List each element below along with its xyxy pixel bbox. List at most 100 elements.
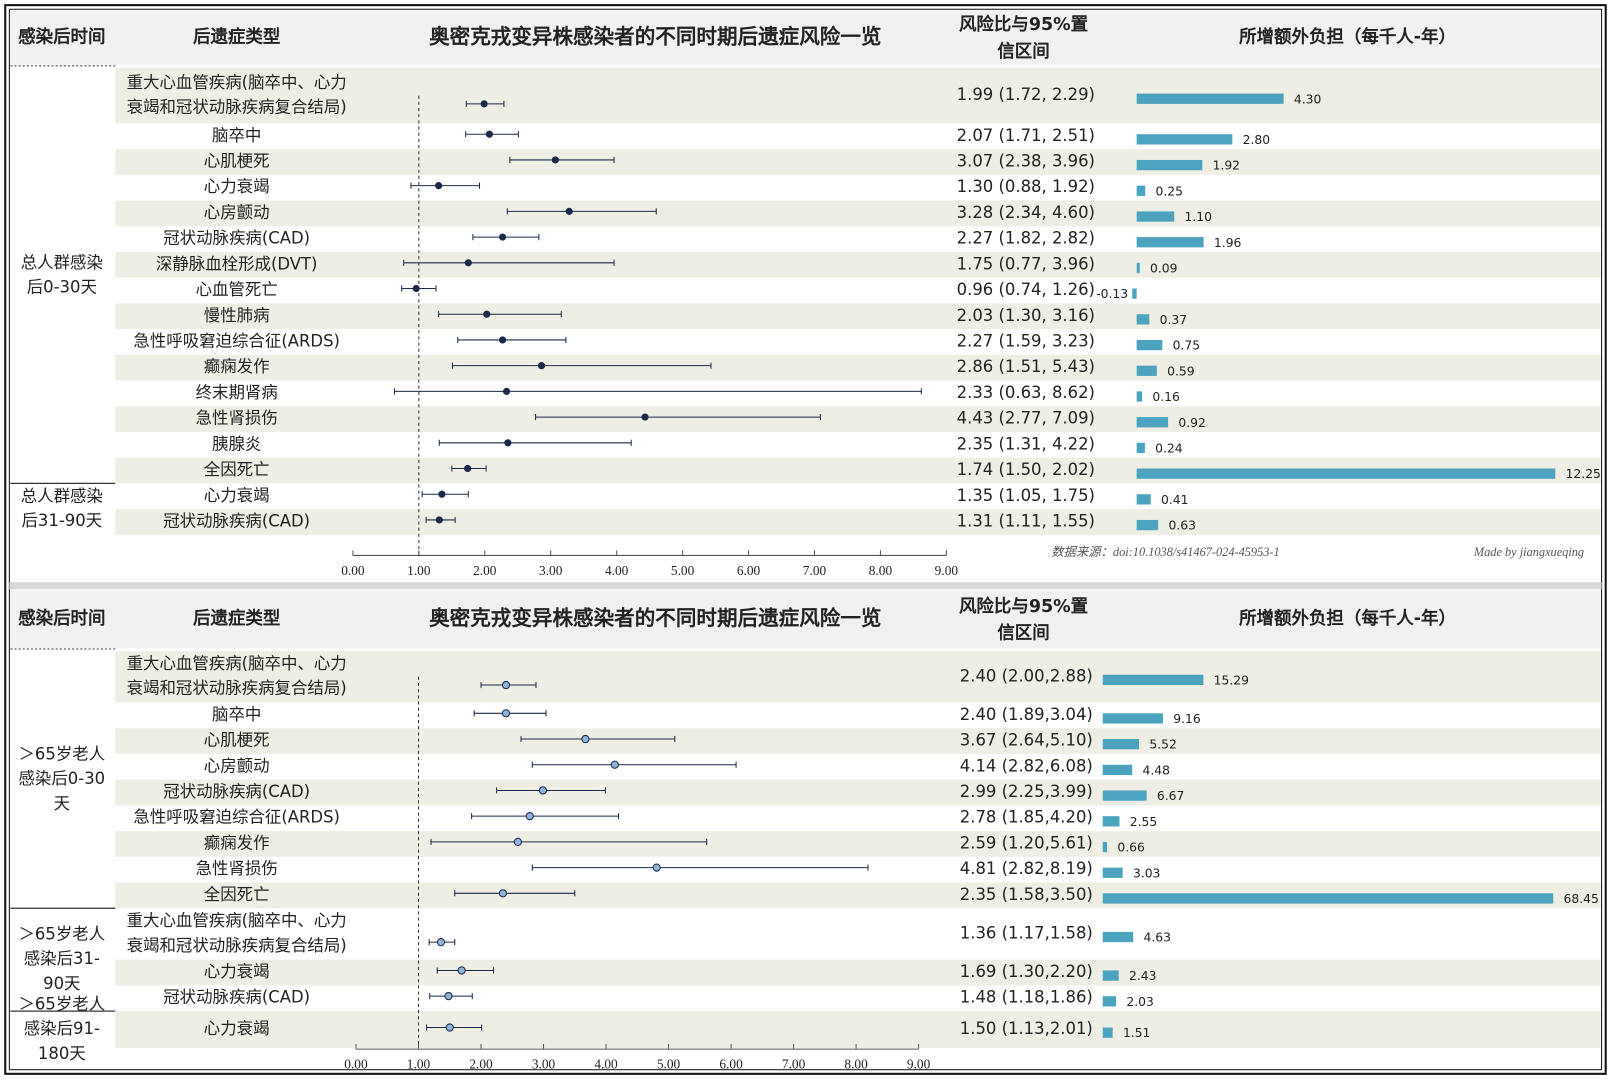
- burden-bar: [1136, 365, 1157, 376]
- group-label: 总人群感染: [21, 486, 103, 505]
- burden-label: -0.13: [1096, 287, 1128, 301]
- burden-label: 0.09: [1150, 261, 1177, 275]
- burden-bar: [1102, 970, 1119, 981]
- header-ci: 信区间: [997, 41, 1049, 62]
- row-band: [115, 728, 1601, 754]
- burden-label: 1.51: [1123, 1026, 1150, 1040]
- burden-bar: [1102, 893, 1554, 904]
- hr-point: [504, 439, 512, 447]
- burden-bar: [1102, 841, 1108, 853]
- hr-point: [581, 734, 590, 744]
- hr-point: [498, 233, 507, 241]
- outcome-name: 衰竭和冠状动脉疾病复合结局): [127, 936, 347, 955]
- outcome-name: 心血管死亡: [196, 280, 278, 299]
- outcome-name: 癫痫发作: [204, 357, 270, 376]
- burden-bar: [1136, 159, 1203, 171]
- burden-label: 2.80: [1243, 133, 1271, 147]
- outcome-name: 衰竭和冠状动脉疾病复合结局): [127, 679, 347, 698]
- ci-label: 2.59 (1.20,5.61): [960, 833, 1093, 852]
- outcome-name: 终末期肾病: [196, 383, 278, 402]
- outcome-name: 重大心血管疾病(脑卒中、心力: [127, 654, 347, 673]
- row-band: [115, 1011, 1601, 1049]
- row-band: [115, 354, 1601, 381]
- hr-point: [444, 992, 453, 1001]
- hr-point: [435, 182, 443, 190]
- x-tick-label: 7.00: [803, 563, 827, 578]
- group-label: 后0-30天: [27, 278, 97, 297]
- burden-bar: [1102, 867, 1123, 878]
- row-band: [115, 303, 1601, 330]
- hr-point: [538, 786, 548, 795]
- outcome-name: 冠状动脉疾病(CAD): [163, 229, 310, 248]
- x-tick-label: 1.00: [407, 563, 431, 578]
- outcome-name: 癫痫发作: [204, 833, 270, 852]
- panel-divider: [9, 582, 1602, 590]
- ci-label: 1.36 (1.17,1.58): [960, 923, 1093, 942]
- outcome-name: 心力衰竭: [204, 177, 270, 196]
- source-note: 数据来源：doi:10.1038/s41467-024-45953-1: [1051, 545, 1279, 559]
- x-tick-label: 1.00: [407, 1057, 431, 1072]
- burden-label: 5.52: [1149, 738, 1176, 752]
- ci-label: 1.75 (0.77, 3.96): [957, 254, 1095, 273]
- row-band: [115, 200, 1601, 227]
- row-band: [115, 509, 1601, 535]
- ci-label: 2.27 (1.82, 2.82): [957, 229, 1095, 248]
- group-label: 90天: [43, 974, 80, 993]
- burden-bar: [1136, 417, 1169, 428]
- hr-point: [501, 709, 511, 718]
- burden-bar: [1136, 185, 1146, 196]
- burden-bar: [1136, 211, 1175, 222]
- hr-point: [464, 464, 472, 473]
- burden-label: 0.92: [1178, 416, 1205, 430]
- burden-label: 1.92: [1213, 159, 1240, 173]
- panel-title: 奥密克戎变异株感染者的不同时期后遗症风险一览: [429, 25, 881, 49]
- row-band: [115, 149, 1601, 175]
- burden-label: 4.48: [1143, 763, 1170, 777]
- burden-bar: [1136, 314, 1150, 325]
- outcome-name: 全因死亡: [204, 885, 270, 904]
- ci-label: 2.40 (1.89,3.04): [960, 705, 1093, 724]
- group-label: ＞65岁老人: [18, 994, 105, 1013]
- ci-label: 3.07 (2.38, 3.96): [957, 152, 1095, 171]
- header-burden: 所增额外负担（每千人-年）: [1239, 608, 1456, 629]
- ci-label: 2.03 (1.30, 3.16): [957, 306, 1095, 325]
- hr-point: [436, 938, 446, 947]
- burden-label: 9.16: [1173, 712, 1201, 726]
- outcome-name: 心力衰竭: [204, 962, 270, 981]
- x-tick-label: 0.00: [341, 563, 365, 578]
- outcome-name: 心力衰竭: [204, 1019, 270, 1038]
- burden-label: 15.29: [1214, 673, 1249, 687]
- ci-label: 1.74 (1.50, 2.02): [957, 460, 1095, 479]
- row-band: [115, 779, 1601, 806]
- header-ci: 信区间: [997, 623, 1049, 644]
- header-type: 后遗症类型: [193, 27, 280, 48]
- burden-label: 0.25: [1156, 184, 1183, 198]
- ci-label: 1.99 (1.72, 2.29): [957, 85, 1095, 104]
- hr-point: [565, 207, 573, 215]
- burden-bar: [1102, 674, 1204, 686]
- row-band: [115, 252, 1601, 278]
- ci-label: 1.50 (1.13,2.01): [960, 1019, 1093, 1038]
- outcome-name: 心房颤动: [204, 203, 270, 222]
- burden-bar: [1102, 764, 1133, 776]
- hr-point: [537, 362, 546, 370]
- burden-bar: [1136, 494, 1151, 505]
- hr-point: [502, 387, 511, 395]
- x-tick-label: 7.00: [782, 1057, 806, 1072]
- burden-bar: [1136, 237, 1204, 248]
- hr-point: [525, 812, 534, 821]
- hr-point: [551, 156, 559, 164]
- burden-bar: [1136, 262, 1140, 274]
- burden-label: 0.41: [1161, 493, 1188, 507]
- header-ci: 风险比与95%置: [959, 596, 1088, 617]
- group-label: ＞65岁老人: [18, 744, 105, 763]
- group-label: ＞65岁老人: [18, 924, 105, 943]
- burden-label: 3.03: [1133, 866, 1160, 880]
- hr-point: [483, 310, 491, 318]
- ci-label: 2.35 (1.31, 4.22): [957, 434, 1095, 453]
- burden-bar: [1136, 442, 1145, 454]
- x-tick-label: 9.00: [935, 563, 959, 578]
- row-band: [115, 67, 1601, 124]
- outcome-name: 急性呼吸窘迫综合征(ARDS): [133, 808, 340, 827]
